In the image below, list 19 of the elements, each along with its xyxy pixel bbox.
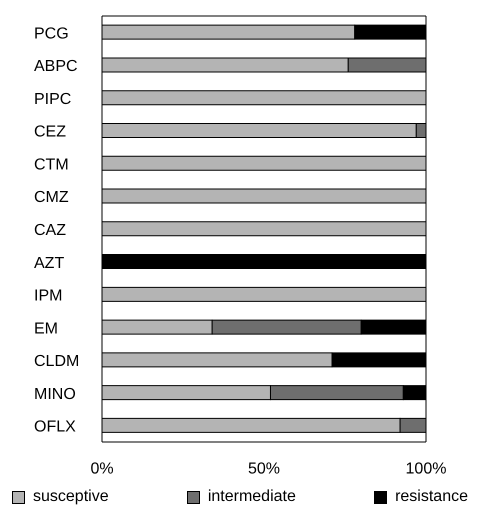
y-tick-label: AZT xyxy=(34,254,64,272)
y-tick-label: ABPC xyxy=(34,58,78,76)
y-tick-label: CAZ xyxy=(34,222,66,239)
x-tick-label: 50% xyxy=(248,460,280,478)
y-tick-label: CLDM xyxy=(34,353,80,370)
y-tick-label: CEZ xyxy=(34,124,66,141)
y-tick-label: MINO xyxy=(34,386,76,403)
x-tick-label: 100% xyxy=(406,460,446,478)
y-tick-label: PCG xyxy=(34,25,69,42)
y-tick-label: PIPC xyxy=(34,90,72,108)
y-tick-label: CMZ xyxy=(34,189,69,206)
y-tick-label: IPM xyxy=(34,288,62,305)
legend-label: susceptive xyxy=(32,488,109,506)
y-tick-label: CTM xyxy=(34,156,69,174)
y-tick-label: EM xyxy=(34,320,58,338)
legend-label: intermediate xyxy=(206,488,296,506)
y-tick-label: OFLX xyxy=(34,418,76,436)
legend-label: resistance xyxy=(394,488,468,506)
x-tick-label: 0% xyxy=(90,460,114,478)
